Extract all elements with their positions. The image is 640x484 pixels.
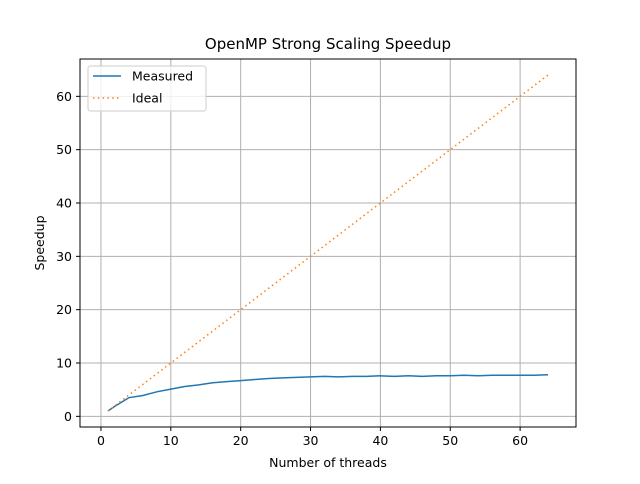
x-tick-label: 60 — [512, 433, 528, 448]
x-tick-label: 40 — [372, 433, 388, 448]
y-tick-label: 40 — [56, 196, 72, 211]
plot-frame — [79, 58, 577, 428]
legend: Measured Ideal — [87, 65, 207, 112]
series-line-measured — [107, 373, 549, 412]
x-tick-label: 20 — [233, 433, 249, 448]
x-tick-label: 10 — [163, 433, 179, 448]
legend-label-ideal: Ideal — [132, 91, 162, 106]
series-lines — [107, 74, 549, 412]
legend-label-measured: Measured — [132, 69, 193, 84]
chart-title: OpenMP Strong Scaling Speedup — [205, 35, 451, 53]
axis-ticks: 0 10 20 30 40 50 60 0 10 20 30 40 50 60 — [56, 89, 528, 448]
y-tick-label: 50 — [56, 142, 72, 157]
y-tick-label: 0 — [64, 409, 72, 424]
y-tick-label: 20 — [56, 302, 72, 317]
series-line-ideal — [107, 74, 549, 412]
y-axis-label: Speedup — [32, 215, 47, 270]
y-tick-label: 10 — [56, 356, 72, 371]
legend-box — [87, 65, 207, 112]
y-tick-label: 30 — [56, 249, 72, 264]
y-tick-label: 60 — [56, 89, 72, 104]
x-tick-label: 0 — [97, 433, 105, 448]
x-tick-label: 50 — [442, 433, 458, 448]
grid-lines — [80, 59, 576, 427]
x-tick-label: 30 — [303, 433, 319, 448]
x-axis-label: Number of threads — [269, 455, 387, 470]
